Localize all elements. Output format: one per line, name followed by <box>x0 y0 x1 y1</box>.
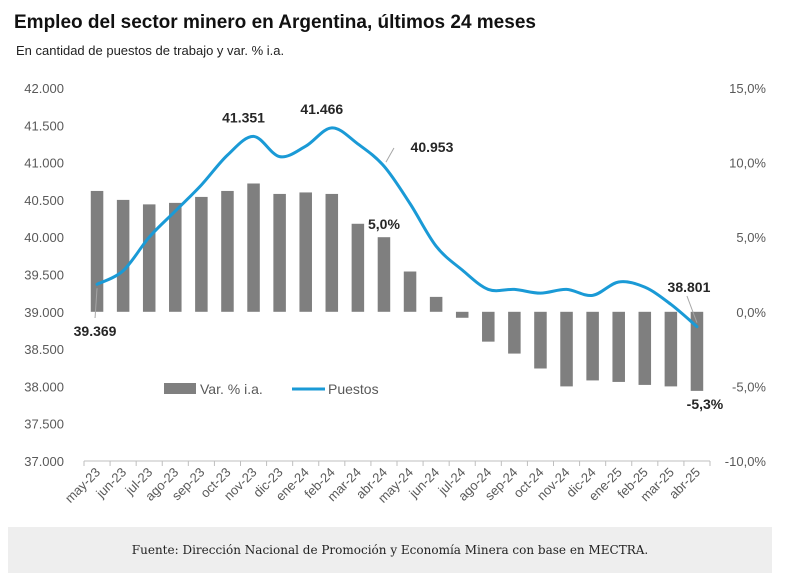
right-axis-tick-label: 10,0% <box>729 156 766 171</box>
left-axis-tick-label: 38.500 <box>24 342 64 357</box>
annotation-leader-line <box>94 288 98 319</box>
bar <box>116 199 130 312</box>
left-axis-tick-label: 40.000 <box>24 230 64 245</box>
bar <box>508 311 521 354</box>
bar <box>169 202 182 312</box>
chart-subtitle: En cantidad de puestos de trabajo y var.… <box>16 43 285 58</box>
right-axis-tick-label: 0,0% <box>736 305 766 320</box>
bar <box>560 311 573 387</box>
bar <box>586 311 599 381</box>
right-axis-tick-label: 15,0% <box>729 81 766 96</box>
bar <box>299 192 312 312</box>
bar <box>403 271 417 312</box>
data-label: 38.801 <box>668 279 711 295</box>
right-axis-tick-label: 5,0% <box>736 230 766 245</box>
data-label: 5,0% <box>368 216 400 232</box>
left-axis-tick-label: 40.500 <box>24 193 64 208</box>
data-label: 41.351 <box>222 109 265 125</box>
source-footer: Fuente: Dirección Nacional de Promoción … <box>8 527 772 573</box>
data-label: 39.369 <box>74 323 117 339</box>
annotation-leader-line <box>385 147 395 163</box>
right-axis-tick-label: -10,0% <box>725 454 767 469</box>
left-axis-tick-label: 37.500 <box>24 417 64 432</box>
legend-label-bar: Var. % i.a. <box>200 381 263 397</box>
source-note: Fuente: Dirección Nacional de Promoción … <box>131 543 649 557</box>
chart-title: Empleo del sector minero en Argentina, ú… <box>14 12 536 33</box>
left-axis-tick-label: 41.500 <box>24 118 64 133</box>
annotation-leader-line <box>686 295 698 323</box>
bar <box>638 311 652 385</box>
bar <box>664 311 678 387</box>
bar <box>273 193 286 312</box>
bar <box>534 311 547 369</box>
left-axis-tick-label: 39.500 <box>24 268 64 283</box>
bar <box>377 237 391 312</box>
bar <box>221 190 234 312</box>
bar <box>142 204 156 312</box>
legend-label-line: Puestos <box>328 381 379 397</box>
bar <box>325 193 339 312</box>
left-axis-tick-label: 41.000 <box>24 156 64 171</box>
data-label: 41.466 <box>300 101 343 117</box>
legend-swatch-bar <box>164 383 196 394</box>
bar <box>195 196 208 312</box>
bar <box>612 311 625 382</box>
data-label: -5,3% <box>687 396 724 412</box>
bar <box>247 183 260 312</box>
series-line-puestos <box>95 126 699 329</box>
bar <box>455 311 469 318</box>
bar <box>351 223 365 312</box>
bar <box>690 311 704 391</box>
bar <box>429 296 443 312</box>
right-axis-tick-label: -5,0% <box>732 379 766 394</box>
left-axis-tick-label: 42.000 <box>24 81 64 96</box>
left-axis-tick-label: 38.000 <box>24 379 64 394</box>
chart-area: 37.000 37.500 38.000 38.500 39.000 39.500 40.0… <box>24 81 767 506</box>
left-axis-tick-label: 37.000 <box>24 454 64 469</box>
data-label: 40.953 <box>411 139 454 155</box>
bar <box>482 311 495 342</box>
left-axis-tick-label: 39.000 <box>24 305 64 320</box>
